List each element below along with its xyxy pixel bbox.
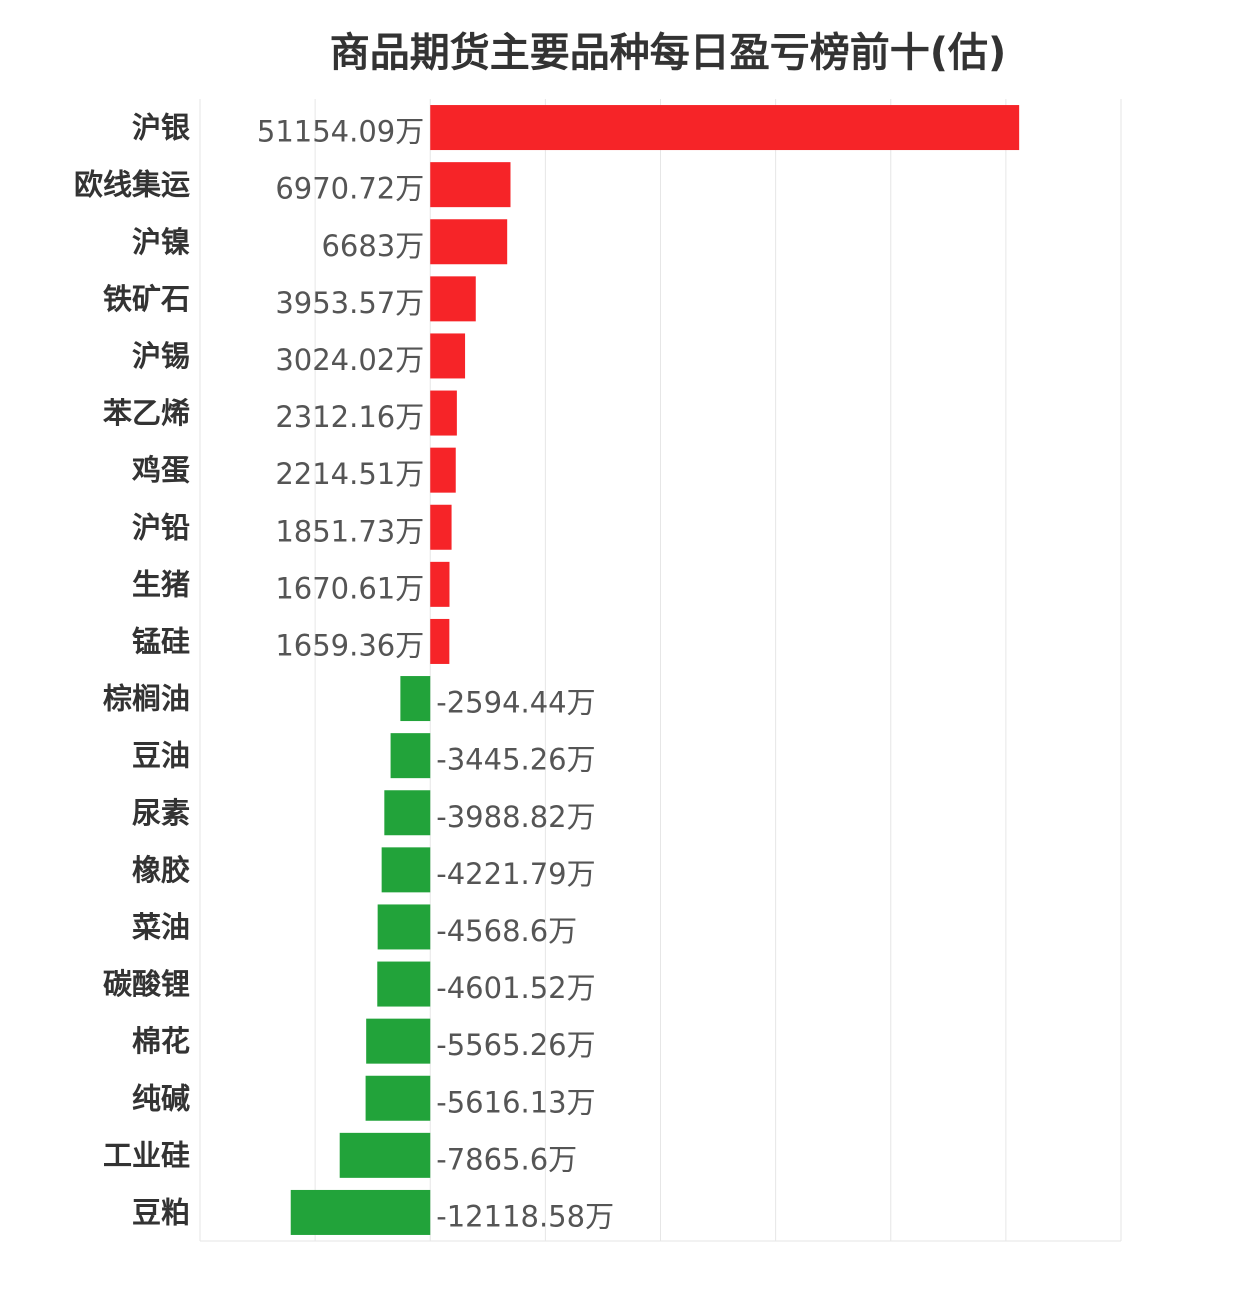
value-label: 3953.57万	[275, 286, 424, 320]
category-label: 鸡蛋	[132, 453, 190, 487]
value-label: -3445.26万	[436, 743, 595, 777]
category-label: 欧线集运	[74, 168, 190, 202]
value-label: 6683万	[321, 229, 424, 263]
bar	[400, 676, 431, 722]
bar	[384, 790, 431, 836]
bar	[430, 162, 511, 208]
category-label: 沪镍	[132, 225, 190, 259]
category-label: 碳酸锂	[103, 967, 190, 1001]
category-label: 尿素	[132, 796, 190, 830]
value-label: 6970.72万	[275, 172, 424, 206]
value-label: 1670.61万	[275, 571, 424, 605]
value-label: -2594.44万	[436, 686, 595, 720]
bar	[430, 105, 1020, 151]
category-label: 沪锡	[132, 339, 190, 373]
value-label: -12118.58万	[436, 1199, 614, 1233]
bar	[430, 561, 450, 607]
value-label: -4568.6万	[436, 914, 577, 948]
bar	[390, 733, 431, 779]
category-label: 棉花	[132, 1024, 190, 1058]
bar	[339, 1132, 431, 1178]
category-label: 苯乙烯	[103, 396, 190, 430]
category-label: 棕榈油	[103, 682, 190, 716]
value-label: -3988.82万	[436, 800, 595, 834]
bar	[290, 1189, 431, 1235]
value-label: 51154.09万	[257, 115, 424, 149]
value-label: 2214.51万	[275, 457, 424, 491]
category-label: 锰硅	[132, 624, 190, 658]
value-label: 1851.73万	[275, 514, 424, 548]
category-label: 沪银	[132, 111, 190, 145]
category-label: 沪铅	[132, 510, 190, 544]
category-label: 菜油	[132, 910, 190, 944]
value-label: -7865.6万	[436, 1142, 577, 1176]
bar	[377, 961, 431, 1007]
category-label: 生猪	[132, 567, 190, 601]
value-label: -4221.79万	[436, 857, 595, 891]
value-label: 2312.16万	[275, 400, 424, 434]
value-label: -5616.13万	[436, 1085, 595, 1119]
bar	[381, 847, 431, 893]
bar	[430, 504, 452, 550]
category-label: 橡胶	[132, 853, 190, 887]
bar	[365, 1075, 431, 1121]
bar	[430, 219, 508, 265]
value-label: 1659.36万	[275, 628, 424, 662]
category-label: 豆油	[132, 739, 190, 773]
category-label: 工业硅	[103, 1138, 190, 1172]
bar	[430, 618, 450, 664]
bar	[430, 390, 457, 436]
bar	[430, 276, 476, 322]
category-label: 豆粕	[132, 1195, 190, 1229]
category-label: 铁矿石	[103, 282, 190, 316]
value-label: -4601.52万	[436, 971, 595, 1005]
bar	[430, 447, 456, 493]
grid-lines	[199, 99, 1122, 1242]
category-label: 纯碱	[132, 1081, 190, 1115]
bars	[290, 105, 1020, 1235]
value-label: 3024.02万	[275, 343, 424, 377]
chart-title: 商品期货主要品种每日盈亏榜前十(估)	[329, 30, 1007, 76]
bar	[430, 333, 466, 379]
bar	[377, 904, 431, 950]
bar	[366, 1018, 431, 1064]
value-label: -5565.26万	[436, 1028, 595, 1062]
